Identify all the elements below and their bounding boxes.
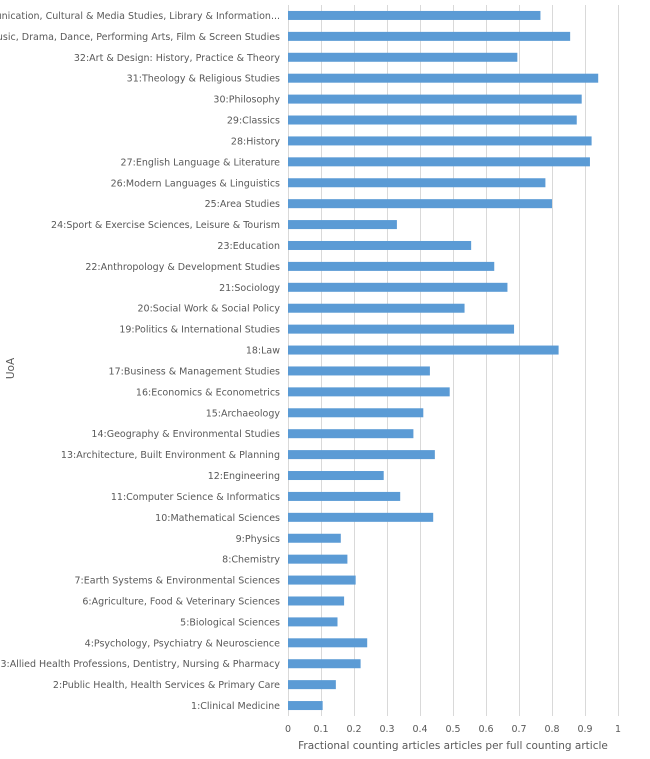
x-tick-label: 0.2 — [346, 724, 361, 735]
y-axis-title: UoA — [5, 357, 17, 379]
bar — [288, 617, 338, 627]
category-label: 3:Allied Health Professions, Dentistry, … — [0, 659, 280, 670]
x-tick-label: 0.1 — [313, 724, 328, 735]
bar — [288, 240, 472, 250]
x-tick-labels: 0 0.1 0.2 0.3 0.4 0.5 0.6 0.7 0.8 0.9 1 — [285, 724, 621, 735]
x-tick-label: 1 — [615, 724, 621, 735]
bar — [288, 303, 465, 313]
bar — [288, 512, 434, 522]
x-tick-label: 0.8 — [544, 724, 559, 735]
category-label: 28:History — [231, 136, 280, 147]
category-label: 4:Psychology, Psychiatry & Neuroscience — [85, 638, 280, 649]
bar — [288, 429, 414, 439]
x-tick-label: 0 — [285, 724, 291, 735]
x-tick-label: 0.9 — [577, 724, 592, 735]
bar — [288, 261, 495, 271]
bar — [288, 387, 450, 397]
bar — [288, 575, 356, 585]
bar — [288, 408, 424, 418]
bar — [288, 199, 552, 209]
bars — [288, 10, 599, 711]
bar — [288, 10, 541, 20]
category-label: 16:Economics & Econometrics — [136, 387, 280, 398]
category-label: 7:Earth Systems & Environmental Sciences — [75, 576, 281, 587]
bar — [288, 324, 515, 334]
bar — [288, 554, 348, 564]
bar — [288, 680, 336, 690]
category-label: 34:Communication, Cultural & Media Studi… — [0, 11, 280, 22]
bar — [288, 638, 368, 648]
bar — [288, 157, 590, 167]
x-tick-label: 0.7 — [511, 724, 526, 735]
category-label: 32:Art & Design: History, Practice & The… — [74, 53, 281, 64]
bar — [288, 52, 518, 62]
bar — [288, 701, 323, 711]
category-label: 18:Law — [246, 346, 280, 357]
bar — [288, 220, 397, 230]
bar — [288, 366, 430, 376]
bar — [288, 31, 571, 41]
bar — [288, 178, 546, 188]
bar — [288, 659, 361, 669]
x-tick-label: 0.5 — [445, 724, 460, 735]
bar — [288, 491, 401, 501]
bar — [288, 450, 435, 460]
bar — [288, 73, 599, 83]
category-label: 30:Philosophy — [213, 95, 280, 106]
x-tick-label: 0.3 — [379, 724, 394, 735]
x-axis-title: Fractional counting articles articles pe… — [298, 740, 608, 752]
category-label: 25:Area Studies — [205, 199, 280, 210]
category-label: 27:English Language & Literature — [121, 157, 281, 168]
category-label: 20:Social Work & Social Policy — [138, 304, 281, 315]
category-label: 13:Architecture, Built Environment & Pla… — [61, 450, 280, 461]
category-label: 22:Anthropology & Development Studies — [85, 262, 280, 273]
category-label: 11:Computer Science & Informatics — [111, 492, 280, 503]
bar — [288, 345, 559, 355]
category-label: 31:Theology & Religious Studies — [127, 74, 280, 85]
category-label: 19:Politics & International Studies — [119, 325, 280, 336]
category-label: 10:Mathematical Sciences — [155, 513, 280, 524]
bar — [288, 596, 345, 606]
category-label: 33:Music, Drama, Dance, Performing Arts,… — [0, 32, 280, 43]
category-label: 21:Sociology — [219, 283, 280, 294]
category-label: 23:Education — [217, 241, 280, 252]
category-label: 1:Clinical Medicine — [191, 701, 280, 712]
gridlines — [288, 5, 619, 716]
category-label: 5:Biological Sciences — [180, 617, 280, 628]
category-label: 26:Modern Languages & Linguistics — [111, 178, 280, 189]
category-label: 29:Classics — [227, 116, 280, 127]
category-label: 15:Archaeology — [206, 408, 281, 419]
bar — [288, 115, 577, 125]
category-label: 9:Physics — [236, 534, 280, 545]
x-tick-label: 0.6 — [478, 724, 493, 735]
category-label: 24:Sport & Exercise Sciences, Leisure & … — [51, 220, 280, 231]
category-label: 6:Agriculture, Food & Veterinary Science… — [82, 596, 280, 607]
category-labels: 34:Communication, Cultural & Media Studi… — [0, 11, 280, 712]
bar — [288, 471, 384, 481]
category-label: 12:Engineering — [208, 471, 280, 482]
bar — [288, 94, 582, 104]
category-label: 17:Business & Management Studies — [109, 366, 281, 377]
bar — [288, 136, 592, 146]
category-label: 2:Public Health, Health Services & Prima… — [53, 680, 280, 691]
x-tick-label: 0.4 — [412, 724, 427, 735]
category-label: 8:Chemistry — [222, 555, 280, 566]
bar — [288, 282, 508, 292]
bar — [288, 533, 341, 543]
category-label: 14:Geography & Environmental Studies — [91, 429, 280, 440]
